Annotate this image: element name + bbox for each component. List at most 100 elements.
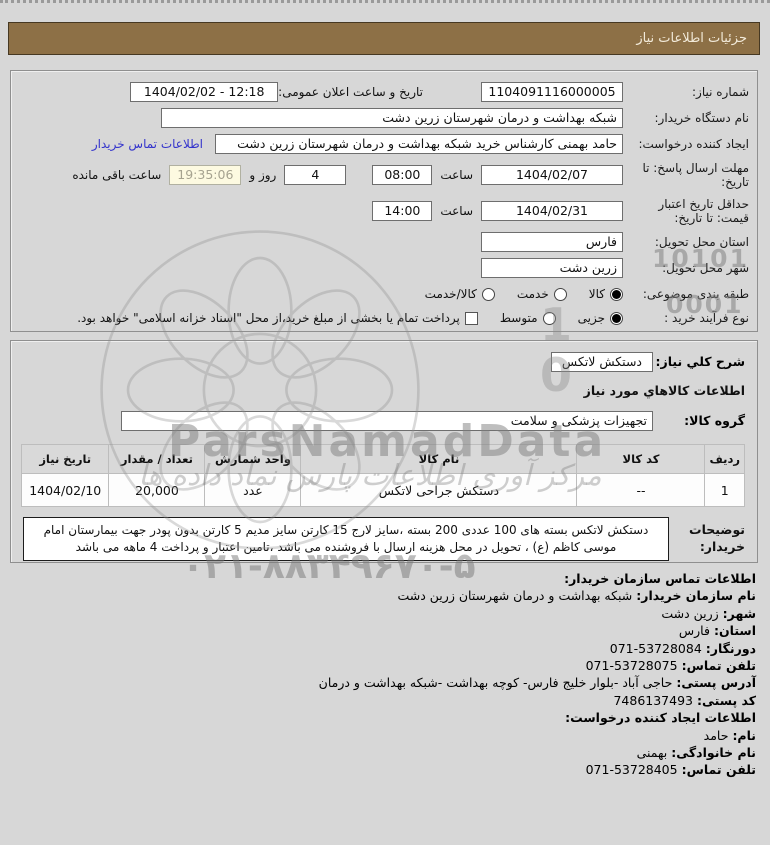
need-info-panel: شماره نیاز: 1104091116000005 تاریخ و ساع… <box>10 70 758 332</box>
address-label: آدرس پستی: <box>676 675 756 691</box>
footer-line-postal: کد پستی: 7486137493 <box>14 692 756 709</box>
goods-group-row: گروه کالا: تجهیزات پزشکی و سلامت <box>23 410 745 432</box>
deadline-time-field[interactable]: 08:00 <box>372 165 433 185</box>
creator-phone-label: تلفن تماس: <box>681 762 756 778</box>
deadline-date-field[interactable]: 1404/02/07 <box>481 165 623 185</box>
org-name-label: نام سازمان خریدار: <box>636 588 756 604</box>
radio-service-label: خدمت <box>516 287 549 301</box>
province-label: استان محل تحویل: <box>654 235 749 249</box>
need-number-row: شماره نیاز: 1104091116000005 تاریخ و ساع… <box>19 81 749 103</box>
creator-field[interactable]: حامد بهمنی کارشناس خرید شبکه بهداشت و در… <box>215 134 623 154</box>
goods-section-title: اطلاعات کالاهاي مورد نیاز <box>583 383 745 398</box>
buyer-contact-title: اطلاعات تماس سازمان خریدار: <box>564 571 756 586</box>
validity-date-field[interactable]: 1404/02/31 <box>481 201 623 221</box>
footer-line-lastname: نام خانوادگی: بهمنی <box>14 744 756 761</box>
goods-group-field[interactable]: تجهیزات پزشکی و سلامت <box>121 411 653 431</box>
deadline-hour-label: ساعت <box>440 168 473 182</box>
radio-goods-service-label: کالا/خدمت <box>424 287 477 301</box>
need-number-field[interactable]: 1104091116000005 <box>481 82 623 102</box>
validity-label: حداقل تاریخ اعتبار قیمت: تا تاریخ: <box>658 197 749 225</box>
footer-line-phone: تلفن تماس: 53728075-071 <box>14 657 756 674</box>
footer-line-firstname: نام: حامد <box>14 727 756 744</box>
cell-row-number: 1 <box>704 473 745 507</box>
footer-line-province: استان: فارس <box>14 622 756 639</box>
col-quantity: تعداد / مقدار <box>108 444 206 474</box>
goods-panel: شرح کلي نیاز: دستکش لاتکس اطلاعات کالاها… <box>10 340 758 563</box>
province-field[interactable]: فارس <box>481 232 623 252</box>
classification-label: طبقه بندی موضوعی: <box>642 287 749 301</box>
footer-line-city: شهر: زرین دشت <box>14 605 756 622</box>
radio-goods-service[interactable] <box>481 287 495 301</box>
treasury-checkbox-label: پرداخت تمام یا بخشی از مبلغ خرید،از محل … <box>77 311 460 325</box>
buyer-org-row: نام دستگاه خریدار: شبکه بهداشت و درمان ش… <box>19 107 749 129</box>
buyer-contact-link[interactable]: اطلاعات تماس خریدار <box>91 137 203 151</box>
col-item-code: کد کالا <box>576 444 706 474</box>
buyer-notes-label: توضیحات خریدار: <box>689 522 745 554</box>
need-desc-field[interactable]: دستکش لاتکس <box>550 352 653 372</box>
footer-contact-info: اطلاعات تماس سازمان خریدار: نام سازمان خ… <box>14 570 756 779</box>
request-creator-title: اطلاعات ایجاد کننده درخواست: <box>565 710 756 726</box>
phone-label: تلفن تماس: <box>681 658 756 674</box>
announce-datetime-field[interactable]: 1404/02/02 - 12:18 <box>130 82 279 102</box>
creator-phone-value: 53728405-071 <box>585 762 678 778</box>
page-title-text: جزئیات اطلاعات نیاز <box>636 31 747 46</box>
radio-minor-label: جزیی <box>577 311 605 325</box>
deadline-row: مهلت ارسال پاسخ: تا تاریخ: 1404/02/07 سا… <box>19 159 749 191</box>
buyer-notes-text: دستکش لاتکس بسته های 100 عددی 200 بسته ،… <box>23 517 669 561</box>
table-row: 1 -- دستکش جراحی لاتکس عدد 20,000 1404/0… <box>20 473 745 507</box>
need-number-label: شماره نیاز: <box>692 85 749 99</box>
cell-quantity: 20,000 <box>108 473 206 507</box>
province-row: استان محل تحویل: فارس <box>19 231 749 253</box>
org-name-value: شبکه بهداشت و درمان شهرستان زرین دشت <box>397 588 633 604</box>
radio-medium-label: متوسط <box>499 311 538 325</box>
radio-goods[interactable] <box>610 287 623 301</box>
radio-medium[interactable] <box>542 311 556 325</box>
city-label: شهر محل تحویل: <box>662 261 749 275</box>
footer-line-creator-phone: تلفن تماس: 53728405-071 <box>14 761 756 778</box>
goods-group-label: گروه کالا: <box>684 413 745 428</box>
validity-time-field[interactable]: 14:00 <box>372 201 433 221</box>
classification-row: طبقه بندی موضوعی: کالا خدمت کالا/خدمت <box>19 283 749 305</box>
creator-row: ایجاد کننده درخواست: حامد بهمنی کارشناس … <box>19 133 749 155</box>
countdown-timer: 19:35:06 <box>169 165 242 185</box>
hours-left-label: ساعت باقی مانده <box>72 168 162 182</box>
radio-service[interactable] <box>553 287 567 301</box>
fax-label: دورنگار: <box>705 640 756 656</box>
need-desc-label: شرح کلي نیاز: <box>655 354 745 369</box>
col-need-date: تاریخ نیاز <box>20 444 110 474</box>
firstname-value: حامد <box>703 727 729 743</box>
validity-hour-label: ساعت <box>440 204 473 218</box>
creator-label: ایجاد کننده درخواست: <box>638 137 749 151</box>
cell-need-date: 1404/02/10 <box>20 473 110 507</box>
buyer-org-field[interactable]: شبکه بهداشت و درمان شهرستان زرین دشت <box>161 108 623 128</box>
postal-code-value: 7486137493 <box>613 692 693 708</box>
radio-goods-label: کالا <box>588 287 605 301</box>
city-label-footer: شهر: <box>722 605 756 621</box>
city-field[interactable]: زرین دشت <box>481 258 623 278</box>
cell-item-name: دستکش جراحی لاتکس <box>300 473 578 507</box>
announce-label: تاریخ و ساعت اعلان عمومی: <box>278 85 423 99</box>
phone-value: 53728075-071 <box>585 658 678 674</box>
price-validity-row: حداقل تاریخ اعتبار قیمت: تا تاریخ: 1404/… <box>19 195 749 227</box>
top-dotted-border <box>0 0 770 3</box>
col-row-number: ردیف <box>704 444 745 474</box>
cell-item-code: -- <box>576 473 706 507</box>
lastname-value: بهمنی <box>636 745 668 761</box>
col-item-name: نام کالا <box>300 444 578 474</box>
buyer-notes-row: توضیحات خریدار: دستکش لاتکس بسته های 100… <box>23 517 745 561</box>
process-type-row: نوع فرآیند خرید : جزیی متوسط پرداخت تمام… <box>19 307 749 329</box>
need-desc-row: شرح کلي نیاز: دستکش لاتکس <box>23 351 745 373</box>
deadline-label: مهلت ارسال پاسخ: تا تاریخ: <box>642 161 749 189</box>
city-value-footer: زرین دشت <box>661 605 719 621</box>
radio-minor[interactable] <box>610 311 623 325</box>
footer-line-fax: دورنگار: 53728084-071 <box>14 640 756 657</box>
province-value-footer: فارس <box>678 623 710 639</box>
buyer-org-label: نام دستگاه خریدار: <box>654 111 750 125</box>
firstname-label: نام: <box>732 727 756 743</box>
page-title: جزئیات اطلاعات نیاز <box>8 22 760 55</box>
treasury-checkbox[interactable] <box>464 311 478 325</box>
province-label-footer: استان: <box>713 623 756 639</box>
fax-value: 53728084-071 <box>609 640 702 656</box>
footer-line-org: نام سازمان خریدار: شبکه بهداشت و درمان ش… <box>14 587 757 604</box>
days-and-label: روز و <box>249 168 277 182</box>
